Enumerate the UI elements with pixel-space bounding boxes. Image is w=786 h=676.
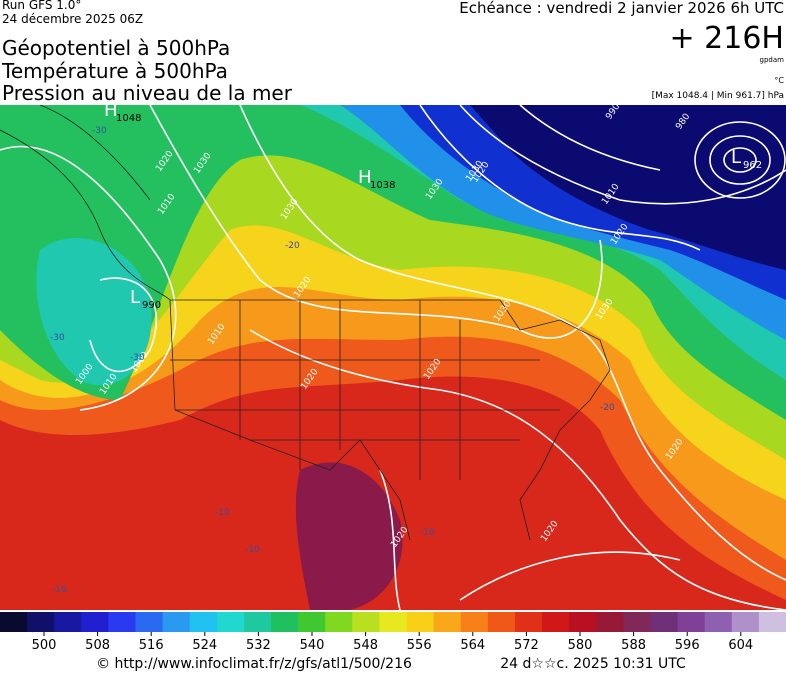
pressure-center-letter: H [104,100,118,121]
pressure-center-letter: L [130,287,140,308]
colorbar-swatch [0,612,28,632]
colorbar-swatch [298,612,326,632]
colorbar-swatch [487,612,516,632]
colorbar-swatch [514,612,543,632]
temperature-label: -10 [52,585,67,595]
temperature-label: -30 [92,126,107,136]
echeance: Echéance : vendredi 2 janvier 2026 6h UT… [459,0,784,17]
pressure-center-value: 1048 [116,113,141,124]
temperature-label: -20 [600,403,615,413]
colorbar-swatch [271,612,299,632]
colorbar-swatch [650,612,679,632]
temperature-label: -10 [245,545,260,555]
temp-unit: °C [774,76,784,85]
colorbar-swatch [569,612,597,632]
colorbar-swatch [108,612,137,632]
run-date: 24 décembre 2025 06Z [2,12,143,26]
colorbar-tick-label: 580 [568,638,593,653]
run-label: Run GFS 1.0° [2,0,81,12]
temperature-label: -30 [130,353,145,363]
colorbar-swatch [433,612,462,632]
colorbar-tick-label: 556 [407,638,432,653]
colorbar-swatch [460,612,489,632]
colorbar-swatch [54,612,82,632]
colorbar-swatch [379,612,408,632]
colorbar-tick-label: 516 [139,638,164,653]
colorbar-swatch [325,612,353,632]
pressure-center-letter: L [731,147,741,168]
colorbar-swatch [758,612,786,632]
pressure-range: [Max 1048.4 | Min 961.7] hPa [652,91,784,101]
colorbar-tick-label: 564 [460,638,485,653]
colorbar-tick-label: 532 [246,638,271,653]
colorbar-tick-label: 604 [728,638,753,653]
pressure-center-value: 962 [743,160,762,171]
temperature-label: -10 [215,508,230,518]
colorbar-swatch [352,612,380,632]
colorbar-tick-label: 540 [300,638,325,653]
colorbar-swatch [623,612,651,632]
colorbar-swatch [189,612,218,632]
pressure-center-value: 1038 [370,180,395,191]
colorbar-swatch [704,612,733,632]
map [0,105,786,610]
colorbar-swatch [542,612,570,632]
title-line: Température à 500hPa [1,59,228,83]
title-line: Pression au niveau de la mer [2,81,293,105]
colorbar-swatch [216,612,245,632]
colorbar-swatch [731,612,760,632]
source-url: © http://www.infoclimat.fr/z/gfs/atl1/50… [96,656,412,672]
colorbar-tick-label: 596 [675,638,700,653]
timestamp: 24 d☆☆c. 2025 10:31 UTC [500,656,686,672]
colorbar-swatch [162,612,191,632]
unit: gpdam [760,56,785,64]
temperature-label: -10 [420,528,435,538]
colorbar-swatch [677,612,706,632]
colorbar: 500 508 516 524 532 540 548 556 564 572 580 588 596 6… [0,612,786,653]
colorbar-tick-label: 588 [621,638,646,653]
colorbar-tick-label: 508 [85,638,110,653]
colorbar-swatch [81,612,109,632]
colorbar-swatch [243,612,272,632]
colorbar-tick-label: 500 [32,638,57,653]
colorbar-tick-label: 548 [353,638,378,653]
colorbar-swatch [596,612,624,632]
pressure-center-value: 990 [142,300,161,311]
colorbar-tick-label: 572 [514,638,539,653]
lead-time: + 216H [670,21,785,56]
colorbar-swatch [406,612,435,632]
colorbar-swatch [135,612,164,632]
colorbar-tick-label: 524 [192,638,217,653]
colorbar-swatch [27,612,55,632]
temperature-label: -20 [285,241,300,251]
temperature-label: -30 [50,333,65,343]
pressure-center-letter: H [358,167,372,188]
title-line: Géopotentiel à 500hPa [2,36,230,60]
